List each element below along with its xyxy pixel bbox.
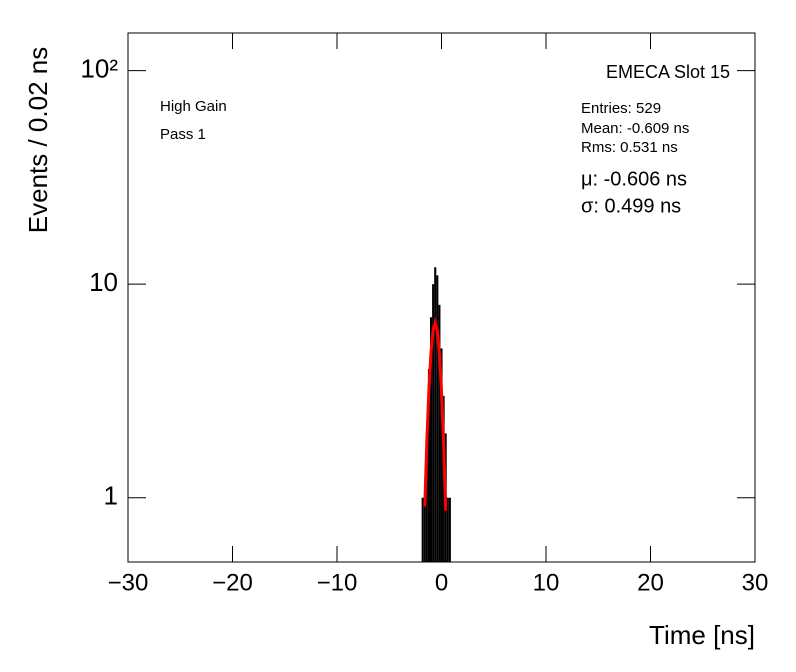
fit-curve [423,317,448,511]
x-tick-label: −30 [108,569,149,596]
x-tick-label: 0 [435,569,448,596]
bar [430,317,433,562]
bar [434,267,437,562]
chart-title: EMECA Slot 15 [606,62,730,82]
bar [438,304,441,562]
x-axis-label: Time [ns] [649,620,755,650]
bar [427,369,431,562]
stat: Rms: 0.531 ns [581,139,678,156]
stat: Entries: 529 [581,100,661,117]
stat: Mean: -0.609 ns [581,120,689,137]
x-tick-label: 30 [742,569,769,596]
x-tick-label: 10 [533,569,560,596]
y-axis-label: Events / 0.02 ns [23,47,53,233]
bar [432,284,435,562]
x-tick-label: 20 [637,569,664,596]
fit-stat: μ: -0.606 ns [581,168,687,190]
fit-stat: σ: 0.499 ns [581,195,681,217]
bar [425,433,428,562]
x-tick-label: −10 [317,569,358,596]
bar [423,497,426,562]
y-tick-label: 1 [104,481,118,511]
x-tick-label: −20 [212,569,253,596]
bar [421,497,424,562]
annotation: High Gain [160,98,227,115]
bar [448,497,451,562]
y-tick-label: 10 [89,267,118,297]
annotation: Pass 1 [160,126,206,143]
bar [436,275,439,562]
bar [440,348,443,562]
bar [446,497,449,562]
y-tick-label: 10² [80,53,118,83]
